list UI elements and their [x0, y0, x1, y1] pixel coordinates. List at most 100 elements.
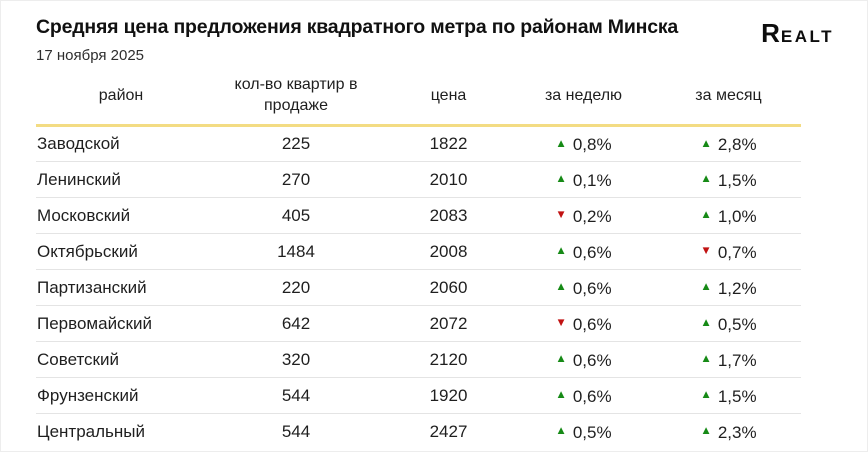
column-header-week: за неделю: [511, 70, 656, 126]
up-arrow-icon: ▲: [555, 137, 567, 150]
table-row: Фрунзенский 544 1920 ▲ 0,6% ▲ 1,5%: [36, 378, 801, 414]
price-cell: 2010: [429, 169, 468, 189]
percent-value: 2,8%: [717, 135, 757, 155]
trend: ▲ 0,6%: [555, 279, 611, 299]
up-arrow-icon: ▲: [700, 425, 712, 438]
percent-value: 1,2%: [717, 278, 757, 298]
trend: ▼ 0,2%: [555, 207, 611, 227]
page-title: Средняя цена предложения квадратного мет…: [36, 16, 679, 38]
districts-table: район кол-во квартир в продаже цена за н…: [36, 70, 801, 450]
count-cell: 544: [281, 421, 311, 441]
trend: ▲ 0,1%: [555, 171, 611, 191]
column-header-district: район: [36, 70, 206, 126]
percent-value: 0,8%: [572, 135, 612, 155]
price-cell: 2008: [429, 241, 468, 261]
percent-value: 2,3%: [717, 423, 757, 443]
table-header-row: район кол-во квартир в продаже цена за н…: [36, 70, 801, 126]
district-cell: Партизанский: [37, 277, 147, 297]
down-arrow-icon: ▼: [700, 245, 712, 258]
week-change-cell: ▲ 0,6%: [511, 234, 656, 270]
up-arrow-icon: ▲: [555, 281, 567, 294]
column-header-price-label: цена: [430, 86, 467, 104]
percent-value: 0,7%: [717, 242, 757, 262]
up-arrow-icon: ▲: [555, 389, 567, 402]
trend: ▲ 1,5%: [700, 387, 756, 407]
count-cell: 220: [281, 277, 311, 297]
up-arrow-icon: ▲: [700, 137, 712, 150]
price-cell: 2072: [429, 313, 468, 333]
month-change-cell: ▲ 1,5%: [656, 162, 801, 198]
week-change-cell: ▲ 0,6%: [511, 342, 656, 378]
month-change-cell: ▲ 0,5%: [656, 306, 801, 342]
district-cell: Ленинский: [37, 169, 121, 189]
up-arrow-icon: ▲: [555, 425, 567, 438]
district-cell: Заводской: [37, 134, 120, 153]
price-cell: 2120: [429, 349, 468, 369]
percent-value: 1,5%: [717, 170, 757, 190]
count-cell: 405: [281, 205, 311, 225]
percent-value: 1,5%: [717, 386, 757, 406]
count-cell: 642: [281, 313, 311, 333]
count-cell: 225: [281, 134, 311, 153]
trend: ▲ 1,5%: [700, 171, 756, 191]
week-change-cell: ▲ 0,6%: [511, 378, 656, 414]
up-arrow-icon: ▲: [555, 173, 567, 186]
column-header-month: за месяц: [656, 70, 801, 126]
trend: ▲ 2,8%: [700, 135, 756, 155]
district-cell: Советский: [37, 349, 119, 369]
trend: ▲ 0,6%: [555, 243, 611, 263]
column-header-district-label: район: [98, 86, 144, 104]
month-change-cell: ▲ 1,2%: [656, 270, 801, 306]
trend: ▲ 0,8%: [555, 135, 611, 155]
district-cell: Центральный: [37, 421, 145, 441]
percent-value: 0,5%: [572, 423, 612, 443]
down-arrow-icon: ▼: [555, 209, 567, 222]
up-arrow-icon: ▲: [555, 353, 567, 366]
trend: ▼ 0,7%: [700, 243, 756, 263]
count-cell: 1484: [277, 241, 315, 261]
month-change-cell: ▼ 0,7%: [656, 234, 801, 270]
table-row: Ленинский 270 2010 ▲ 0,1% ▲ 1,5%: [36, 162, 801, 198]
count-cell: 544: [281, 385, 311, 405]
trend: ▲ 0,5%: [555, 423, 611, 443]
up-arrow-icon: ▲: [700, 281, 712, 294]
district-cell: Московский: [37, 205, 131, 225]
count-cell: 270: [281, 169, 311, 189]
week-change-cell: ▲ 0,8%: [511, 126, 656, 162]
table-body: Заводской 225 1822 ▲ 0,8% ▲ 2,8% Ленинский 270 20…: [36, 126, 801, 450]
up-arrow-icon: ▲: [555, 245, 567, 258]
week-change-cell: ▼ 0,2%: [511, 198, 656, 234]
column-header-month-label: за месяц: [695, 86, 762, 104]
trend: ▲ 1,0%: [700, 207, 756, 227]
up-arrow-icon: ▲: [700, 353, 712, 366]
price-cell: 1920: [429, 385, 468, 405]
percent-value: 0,1%: [572, 170, 612, 190]
month-change-cell: ▲ 1,0%: [656, 198, 801, 234]
table-header: район кол-во квартир в продаже цена за н…: [36, 70, 801, 126]
count-cell: 320: [281, 349, 311, 369]
trend: ▼ 0,6%: [555, 315, 611, 335]
table-row: Первомайский 642 2072 ▼ 0,6% ▲ 0,5%: [36, 306, 801, 342]
column-header-count-label: кол-во квартир в продаже: [234, 76, 358, 114]
percent-value: 0,6%: [572, 278, 612, 298]
table-row: Октябрьский 1484 2008 ▲ 0,6% ▼ 0,7%: [36, 234, 801, 270]
table-row: Партизанский 220 2060 ▲ 0,6% ▲ 1,2%: [36, 270, 801, 306]
district-cell: Фрунзенский: [37, 385, 139, 405]
up-arrow-icon: ▲: [700, 173, 712, 186]
price-cell: 2060: [429, 277, 468, 297]
header: Средняя цена предложения квадратного мет…: [36, 14, 834, 64]
table-row: Московский 405 2083 ▼ 0,2% ▲ 1,0%: [36, 198, 801, 234]
month-change-cell: ▲ 2,3%: [656, 414, 801, 450]
trend: ▲ 1,7%: [700, 351, 756, 371]
district-cell: Первомайский: [37, 313, 152, 333]
trend: ▲ 0,6%: [555, 387, 611, 407]
month-change-cell: ▲ 1,7%: [656, 342, 801, 378]
price-cell: 2427: [429, 421, 468, 441]
trend: ▲ 1,2%: [700, 279, 756, 299]
percent-value: 1,7%: [717, 350, 757, 370]
up-arrow-icon: ▲: [700, 317, 712, 330]
down-arrow-icon: ▼: [555, 317, 567, 330]
percent-value: 0,2%: [572, 206, 612, 226]
column-header-count: кол-во квартир в продаже: [206, 70, 386, 126]
